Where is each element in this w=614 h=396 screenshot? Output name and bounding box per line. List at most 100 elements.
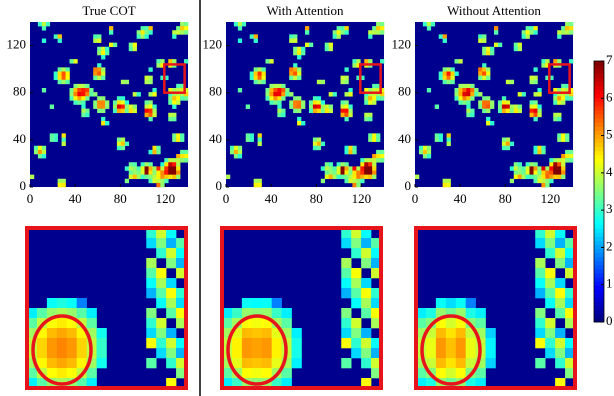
colorbar-step — [594, 301, 604, 307]
map-cell — [160, 182, 165, 188]
map-cell — [293, 100, 298, 105]
colorbar-step — [594, 199, 604, 205]
map-cell — [364, 174, 369, 180]
colorbar-label: 4 — [606, 164, 613, 179]
map-cell — [116, 96, 122, 101]
zoom-cell — [76, 358, 87, 369]
colorbar-step — [594, 277, 604, 282]
zoom-cell — [435, 348, 447, 359]
map-cell — [549, 162, 554, 167]
map-cell — [168, 59, 173, 64]
map-cell — [553, 158, 558, 163]
map-cell — [454, 96, 459, 101]
map-cell — [533, 178, 538, 184]
zoom-cell — [271, 378, 282, 389]
y-tick-label: 80 — [13, 84, 26, 99]
zoom-cell — [445, 328, 457, 339]
map-cell — [486, 121, 491, 126]
map-cell — [344, 108, 349, 114]
map-cell — [277, 100, 282, 105]
map-cell — [73, 96, 78, 101]
map-cell — [521, 174, 526, 180]
map-cell — [478, 67, 483, 72]
map-cell — [277, 96, 282, 101]
map-cell — [376, 133, 381, 138]
map-cell — [344, 104, 349, 109]
map-cell — [324, 108, 329, 114]
map-cell — [557, 59, 562, 64]
colorbar-step — [594, 65, 604, 70]
colorbar-step — [594, 224, 604, 229]
zoom-cell — [351, 348, 362, 359]
map-cell — [380, 30, 385, 35]
map-cell — [426, 26, 432, 31]
map-cell — [320, 100, 326, 105]
zoom-cell — [341, 308, 352, 319]
zoom-cell — [565, 318, 576, 329]
map-cell — [105, 121, 110, 126]
map-cell — [517, 104, 522, 109]
zoom-cell — [166, 248, 177, 259]
map-cell — [152, 178, 157, 184]
colorbar-step — [594, 309, 604, 315]
map-cell — [328, 162, 333, 167]
zoom-cell — [66, 338, 77, 349]
map-cell — [490, 104, 495, 109]
map-cell — [565, 149, 570, 155]
map-cell — [372, 166, 377, 171]
zoom-cell — [176, 298, 187, 309]
zoom-cell — [455, 338, 466, 349]
map-cell — [348, 108, 353, 114]
map-cell — [533, 100, 538, 105]
map-cell — [81, 92, 86, 97]
zoom-cell — [435, 318, 447, 329]
zoom-cell — [291, 328, 302, 339]
map-cell — [124, 108, 130, 114]
map-cell — [529, 104, 534, 109]
map-cell — [53, 133, 58, 138]
map-cell — [277, 108, 282, 114]
map-cell — [136, 92, 141, 97]
zoom-cell — [241, 348, 253, 359]
map-cell — [466, 96, 471, 101]
zoom-cell — [281, 308, 292, 319]
colorbar-step — [594, 293, 604, 298]
map-cell — [97, 71, 102, 76]
map-cell — [352, 149, 357, 155]
zoom-cell — [371, 348, 382, 359]
map-cell — [269, 59, 274, 64]
map-cell — [380, 154, 385, 159]
map-cell — [316, 79, 322, 85]
zoom-cell — [46, 318, 58, 329]
map-cell — [557, 112, 562, 118]
map-cell — [289, 67, 294, 72]
map-cell — [65, 67, 70, 72]
map-cell — [237, 154, 243, 159]
map-cell — [478, 75, 483, 81]
map-cell — [454, 92, 459, 97]
map-cell — [537, 108, 542, 114]
map-cell — [53, 75, 58, 81]
map-cell — [525, 26, 530, 31]
map-cell — [97, 38, 102, 43]
map-cell — [438, 71, 443, 76]
map-cell — [368, 34, 373, 39]
zoom-cell — [241, 308, 253, 319]
map-cell — [549, 75, 554, 81]
zoom-cell — [435, 338, 447, 349]
zoom-cell — [241, 358, 253, 369]
zoom-cell — [146, 228, 157, 239]
map-cell — [320, 178, 326, 184]
map-cell — [116, 100, 122, 105]
map-cell — [466, 104, 471, 109]
map-cell — [529, 162, 534, 167]
map-cell — [565, 133, 570, 138]
map-cell — [128, 108, 133, 114]
map-cell — [482, 50, 487, 56]
colorbar-step — [594, 317, 604, 323]
map-cell — [340, 166, 345, 171]
zoom-cell — [27, 358, 38, 369]
map-cell — [486, 100, 491, 105]
map-cell — [253, 79, 258, 85]
map-cell — [152, 145, 157, 151]
